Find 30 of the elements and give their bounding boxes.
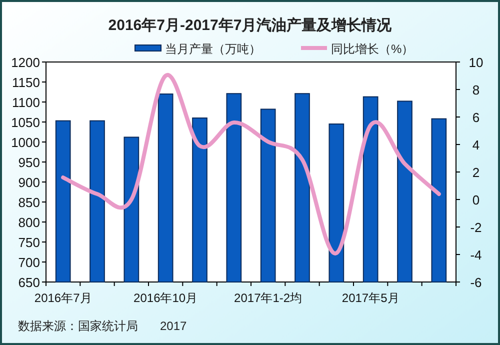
source-note: 数据来源：国家统计局 (18, 319, 138, 333)
x-tick-label: 2017年1-2均 (234, 291, 302, 305)
x-tick-label: 2017年5月 (342, 291, 400, 305)
y-tick-label: 900 (18, 175, 40, 190)
y2-tick-label: 4 (472, 138, 480, 152)
y-tick-label: 1100 (12, 95, 40, 110)
legend-label: 当月产量（万吨） (165, 42, 261, 56)
y2-tick-label: 8 (472, 82, 480, 98)
y-tick-label: 750 (18, 235, 40, 250)
y2-tick-label: 6 (472, 110, 480, 125)
y2-tick-label: 2 (472, 165, 480, 180)
y-tick-label: 1000 (11, 135, 40, 150)
y2-tick-label: -4 (470, 248, 482, 262)
y2-tick-label: 10 (468, 55, 484, 70)
y-tick-label: 1150 (12, 75, 40, 90)
x-tick-label: 2016年7月 (34, 291, 92, 305)
chart-title: 2016年7月-2017年7月汽油产量及增长情况 (108, 17, 393, 34)
legend-label: 同比增长（%） (331, 42, 414, 56)
x-tick-label: 2016年10月 (134, 291, 198, 305)
y2-tick-label: 0 (472, 192, 480, 208)
text: 2017 (160, 319, 188, 333)
y-tick-label: 950 (18, 155, 40, 170)
y-tick-label: 700 (18, 255, 40, 270)
y-tick-label: 800 (18, 215, 40, 230)
y-tick-label: 1050 (11, 115, 40, 130)
y-tick-label: 650 (18, 275, 40, 290)
y2-tick-label: -2 (470, 220, 482, 235)
y2-tick-label: -6 (470, 275, 482, 290)
y-tick-label: 850 (18, 195, 40, 210)
y-tick-label: 1200 (11, 55, 40, 70)
